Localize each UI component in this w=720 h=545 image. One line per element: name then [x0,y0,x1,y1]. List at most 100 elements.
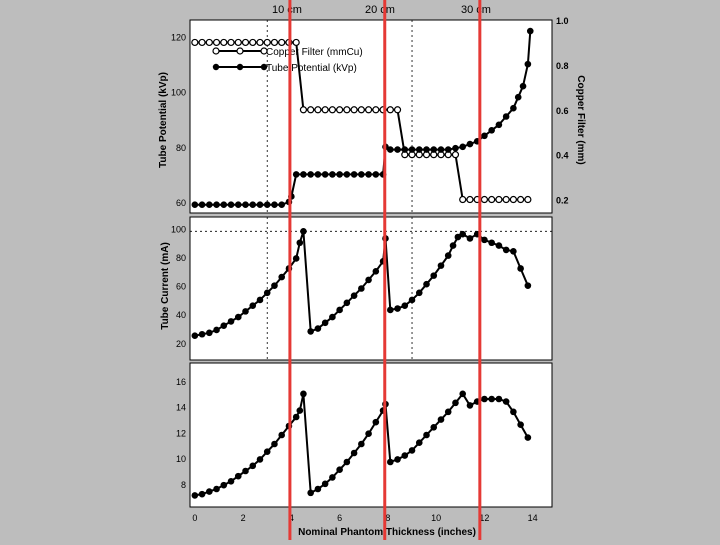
y-tick-label: 100 [171,88,186,98]
data-point [357,106,365,114]
x-tick-label: 2 [241,513,246,523]
data-point [415,289,423,297]
data-point [481,395,488,403]
data-point [191,332,199,339]
data-point [459,390,467,398]
data-point [213,485,220,493]
data-point [524,282,532,289]
data-point [430,146,438,153]
data-point [198,201,206,209]
data-point [300,171,307,178]
data-point [256,38,264,47]
data-point [234,201,242,209]
data-point [198,330,206,338]
data-point [241,38,250,47]
data-point [296,239,304,247]
data-point [401,452,409,459]
data-point [242,467,249,475]
data-point [271,282,278,289]
legend-filter-marker [236,47,244,55]
y-tick-label: 100 [171,224,186,234]
data-point [191,38,199,47]
data-point [524,434,532,441]
data-point [198,490,206,498]
data-point [314,325,322,332]
data-point [495,395,503,403]
data-point [364,106,373,114]
data-point [263,201,271,209]
data-point [459,143,467,151]
data-point [227,477,235,485]
data-point [343,106,351,114]
y2-tick-label: 0.8 [556,61,569,71]
data-point [444,146,452,153]
data-point [227,38,235,47]
data-point [270,38,279,47]
data-point [350,106,358,114]
data-point [452,144,459,152]
data-point [300,390,307,398]
data-point [394,146,401,153]
data-point [336,171,343,178]
data-point [393,106,402,114]
data-point [350,292,358,299]
y-tick-label: 80 [176,143,186,153]
data-point [459,230,467,238]
legend-kvp-marker [236,63,244,71]
data-point [495,121,503,129]
data-point [220,201,228,209]
y-tick-label: 12 [176,428,186,438]
data-point [292,413,300,421]
data-point [227,201,235,209]
data-point [328,106,336,114]
data-point [278,273,286,281]
y-tick-label: 20 [176,339,186,349]
data-point [213,326,220,334]
data-point [314,485,322,493]
data-point [296,407,304,414]
data-point [205,38,213,47]
data-point [502,195,510,204]
data-point [386,106,394,114]
data-point [263,448,271,456]
data-point [249,302,257,309]
data-point [271,440,278,448]
data-point [401,146,409,153]
data-point [454,233,462,241]
data-point [343,171,351,178]
data-point [524,195,532,204]
data-point [387,306,394,314]
ylabel-tube-potential: Tube Potential (kVp) [158,72,169,168]
data-point [372,171,380,178]
legend-filter-label: Copper Filter (mmCu) [266,47,363,58]
data-point [437,416,445,423]
data-point [387,146,394,153]
data-point [517,265,524,272]
data-point [278,38,286,47]
data-point [336,306,343,314]
top-label-30cm: 30 cm [461,4,491,16]
legend-filter-marker [212,47,220,55]
data-point [430,423,438,431]
data-point [372,106,380,114]
data-point [514,93,522,101]
data-point [459,195,467,204]
x-tick-label: 12 [479,513,489,523]
data-point [292,171,300,178]
data-point [212,38,221,47]
x-tick-label: 0 [192,513,197,523]
data-point [365,171,372,178]
data-point [510,104,517,112]
data-point [423,146,430,153]
data-point [299,106,308,114]
data-point [358,440,365,448]
y2-tick-label: 0.2 [556,196,569,206]
data-point [401,302,409,309]
legend: Copper Filter (mmCu) Tube Potential (kVp… [212,47,363,74]
data-point [321,319,329,327]
data-point [278,431,286,439]
legend-kvp-marker [212,63,220,71]
data-point [307,171,314,178]
y-tick-label: 10 [176,454,186,464]
